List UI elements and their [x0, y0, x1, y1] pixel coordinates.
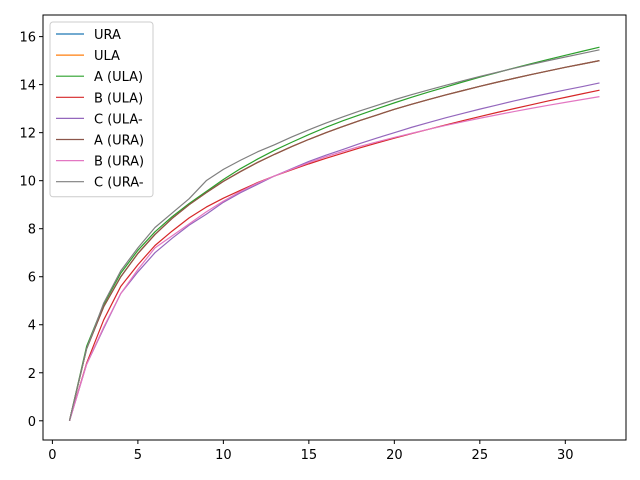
y-axis: 0 2 4 6 8 10 12 14 16 — [19, 31, 43, 430]
axes-frame — [42, 14, 627, 441]
legend-label-6: A (URA) — [94, 134, 144, 149]
x-tick-label: 5 — [134, 448, 142, 463]
legend-label-3: A (ULA) — [94, 70, 143, 85]
y-tick-label: 2 — [28, 367, 36, 382]
legend: URA ULA A (ULA) B (ULA) C (ULA- A (URA) B (URA… — [49, 21, 154, 198]
legend-label-7: B (URA) — [94, 155, 144, 170]
legend-label-1: URA — [94, 28, 121, 43]
x-tick-label: 10 — [215, 448, 232, 463]
y-tick-label: 14 — [19, 79, 36, 94]
y-tick-label: 10 — [19, 175, 36, 190]
y-tick-label: 6 — [28, 271, 36, 286]
series-line-7 — [68, 96, 600, 421]
series-line-4 — [68, 89, 600, 421]
legend-label-4: B (ULA) — [94, 91, 143, 106]
y-tick-label: 4 — [28, 319, 36, 334]
legend-label-5: C (ULA- — [94, 112, 143, 127]
series-line-8 — [68, 49, 600, 421]
x-tick-label: 20 — [386, 448, 403, 463]
x-axis: 0 5 10 15 20 25 30 — [48, 440, 574, 463]
x-tick-label: 15 — [301, 448, 318, 463]
y-tick-label: 16 — [19, 31, 36, 46]
legend-label-8: C (URA- — [94, 176, 144, 191]
x-tick-label: 25 — [472, 448, 489, 463]
y-tick-label: 0 — [28, 415, 36, 430]
x-tick-label: 30 — [557, 448, 574, 463]
series-line-6 — [68, 60, 600, 421]
series-line-5 — [68, 82, 600, 421]
x-tick-label: 0 — [48, 448, 56, 463]
legend-label-2: ULA — [94, 49, 120, 64]
series-layer — [68, 46, 600, 421]
legend-box — [49, 21, 154, 198]
y-tick-label: 8 — [28, 223, 36, 238]
y-tick-label: 12 — [19, 127, 36, 142]
